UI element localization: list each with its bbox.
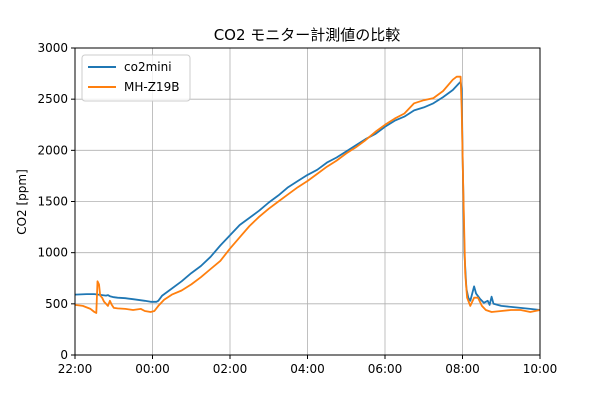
legend: co2mini MH-Z19B [81,54,191,102]
y-tick-label: 3000 [37,41,68,55]
x-tick-label: 02:00 [213,362,248,376]
y-tick-label: 1500 [37,195,68,209]
y-axis-label: CO2 [ppm] [15,169,29,235]
x-tick-label: 08:00 [445,362,480,376]
series-group [74,75,541,314]
ticks: 22:00 00:00 02:00 04:00 06:00 08:00 10:00 0 500 1… [37,41,557,376]
y-tick-label: 0 [60,348,68,362]
y-tick-label: 500 [45,297,68,311]
chart-title: CO2 モニター計測値の比較 [214,26,401,44]
x-tick-label: 22:00 [58,362,93,376]
x-tick-label: 04:00 [290,362,325,376]
y-tick-label: 2000 [37,143,68,157]
y-tick-label: 1000 [37,246,68,260]
series-line-mh-z19b [74,75,541,314]
series-line-co2mini [74,80,541,311]
x-tick-label: 00:00 [135,362,170,376]
x-tick-label: 10:00 [523,362,558,376]
legend-label: MH-Z19B [124,80,179,94]
legend-label: co2mini [124,60,172,74]
x-tick-label: 06:00 [368,362,403,376]
y-tick-label: 2500 [37,92,68,106]
